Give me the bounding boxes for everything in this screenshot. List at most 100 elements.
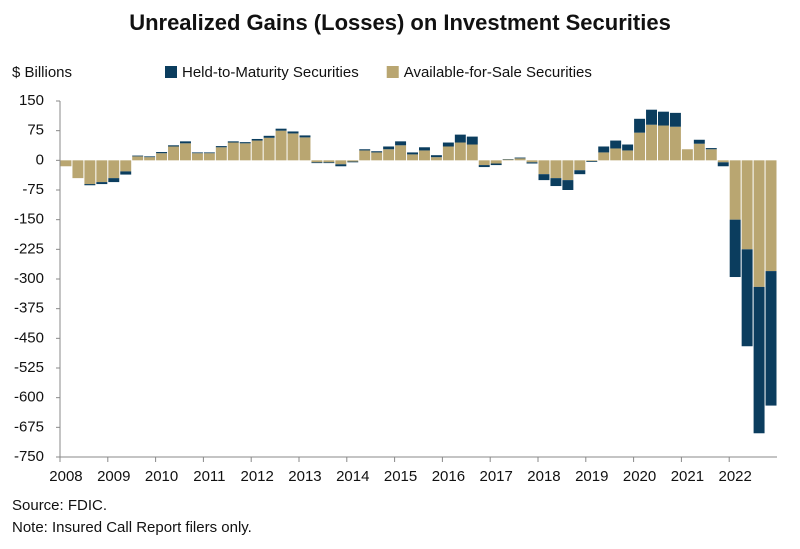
bar-segment bbox=[718, 160, 729, 162]
bar-segment bbox=[574, 160, 585, 170]
bar-segment bbox=[407, 154, 418, 160]
bar-segment bbox=[407, 152, 418, 154]
bar-segment bbox=[144, 157, 155, 160]
bar-segment bbox=[264, 136, 275, 138]
bar-segment bbox=[562, 180, 573, 190]
x-tick-label: 2014 bbox=[336, 468, 369, 485]
bar-segment bbox=[754, 160, 765, 287]
y-tick-label: 75 bbox=[27, 122, 44, 139]
x-tick-label: 2017 bbox=[479, 468, 512, 485]
bar-segment bbox=[766, 271, 777, 405]
bar-segment bbox=[276, 131, 287, 161]
bar-segment bbox=[431, 157, 442, 160]
bar-segment bbox=[670, 127, 681, 161]
bar-segment bbox=[706, 148, 717, 149]
bar-segment bbox=[288, 131, 299, 133]
bar-segment bbox=[622, 150, 633, 160]
bar-segment bbox=[300, 135, 311, 137]
bar-segment bbox=[479, 165, 490, 167]
bar-segment bbox=[646, 125, 657, 161]
bar-segment bbox=[455, 143, 466, 161]
x-tick-label: 2011 bbox=[193, 468, 225, 485]
bar-segment bbox=[204, 153, 215, 160]
legend-label: Available-for-Sale Securities bbox=[404, 64, 592, 81]
bar-segment bbox=[240, 142, 251, 143]
x-tick-label: 2019 bbox=[575, 468, 608, 485]
y-tick-label: 150 bbox=[19, 92, 44, 109]
bar-segment bbox=[240, 143, 251, 160]
chart-title: Unrealized Gains (Losses) on Investment … bbox=[129, 10, 671, 35]
x-tick-label: 2015 bbox=[384, 468, 417, 485]
bar-segment bbox=[180, 141, 191, 143]
bar-segment bbox=[359, 149, 370, 150]
bar-segment bbox=[682, 149, 693, 160]
bar-segment bbox=[252, 139, 263, 141]
bar-segment bbox=[503, 160, 514, 161]
bar-segment bbox=[264, 138, 275, 161]
bar-segment bbox=[527, 162, 538, 163]
bar-segment bbox=[311, 160, 322, 162]
bar-segment bbox=[610, 141, 621, 149]
bar-segment bbox=[539, 160, 550, 174]
bar-segment bbox=[766, 160, 777, 271]
bar-segment bbox=[180, 143, 191, 160]
x-tick-label: 2021 bbox=[671, 468, 704, 485]
bar-segment bbox=[754, 287, 765, 433]
bar-segment bbox=[527, 160, 538, 162]
bar-segment bbox=[108, 178, 119, 182]
y-tick-label: -675 bbox=[14, 418, 44, 435]
bar-segment bbox=[84, 184, 95, 185]
bar-segment bbox=[479, 160, 490, 165]
y-tick-label: -375 bbox=[14, 300, 44, 317]
bar-segment bbox=[658, 112, 669, 126]
bar-segment bbox=[622, 145, 633, 151]
bar-segment bbox=[204, 152, 215, 153]
bar-segment bbox=[455, 135, 466, 143]
y-tick-label: -450 bbox=[14, 329, 44, 346]
bar-segment bbox=[467, 145, 478, 161]
bar-segment bbox=[718, 162, 729, 166]
bar-segment bbox=[144, 156, 155, 157]
bar-segment bbox=[443, 146, 454, 160]
bar-segment bbox=[443, 143, 454, 147]
bar-segment bbox=[228, 143, 239, 161]
bar-segment bbox=[252, 141, 263, 161]
bar-segment bbox=[371, 151, 382, 152]
bar-segment bbox=[515, 158, 526, 160]
legend-swatch bbox=[387, 66, 399, 78]
bar-segment bbox=[96, 160, 107, 182]
bar-segment bbox=[670, 113, 681, 127]
bar-segment bbox=[359, 150, 370, 160]
bar-segment bbox=[395, 145, 406, 160]
x-tick-label: 2022 bbox=[718, 468, 751, 485]
bar-segment bbox=[84, 160, 95, 184]
bar-segment bbox=[300, 137, 311, 160]
y-tick-label: -750 bbox=[14, 448, 44, 465]
y-tick-label: 0 bbox=[36, 151, 44, 168]
bar-segment bbox=[610, 148, 621, 160]
bar-segment bbox=[491, 160, 502, 163]
legend-label: Held-to-Maturity Securities bbox=[182, 64, 359, 81]
y-tick-label: -150 bbox=[14, 211, 44, 228]
x-tick-label: 2016 bbox=[432, 468, 465, 485]
x-tick-label: 2020 bbox=[623, 468, 656, 485]
bar-segment bbox=[467, 137, 478, 145]
bar-segment bbox=[706, 149, 717, 160]
bar-segment bbox=[550, 160, 561, 178]
y-tick-label: -75 bbox=[22, 181, 44, 198]
bar-segment bbox=[156, 153, 167, 160]
legend-swatch bbox=[165, 66, 177, 78]
bar-segment bbox=[323, 160, 334, 162]
bar-segment bbox=[96, 182, 107, 184]
y-tick-label: -525 bbox=[14, 359, 44, 376]
bar-segment bbox=[347, 160, 358, 161]
bar-segment bbox=[419, 147, 430, 150]
bar-segment bbox=[311, 162, 322, 163]
y-axis-label: $ Billions bbox=[12, 64, 72, 81]
bar-segment bbox=[539, 174, 550, 180]
x-tick-label: 2018 bbox=[527, 468, 560, 485]
x-tick-label: 2008 bbox=[49, 468, 82, 485]
bar-segment bbox=[574, 170, 585, 174]
bar-segment bbox=[586, 160, 597, 161]
